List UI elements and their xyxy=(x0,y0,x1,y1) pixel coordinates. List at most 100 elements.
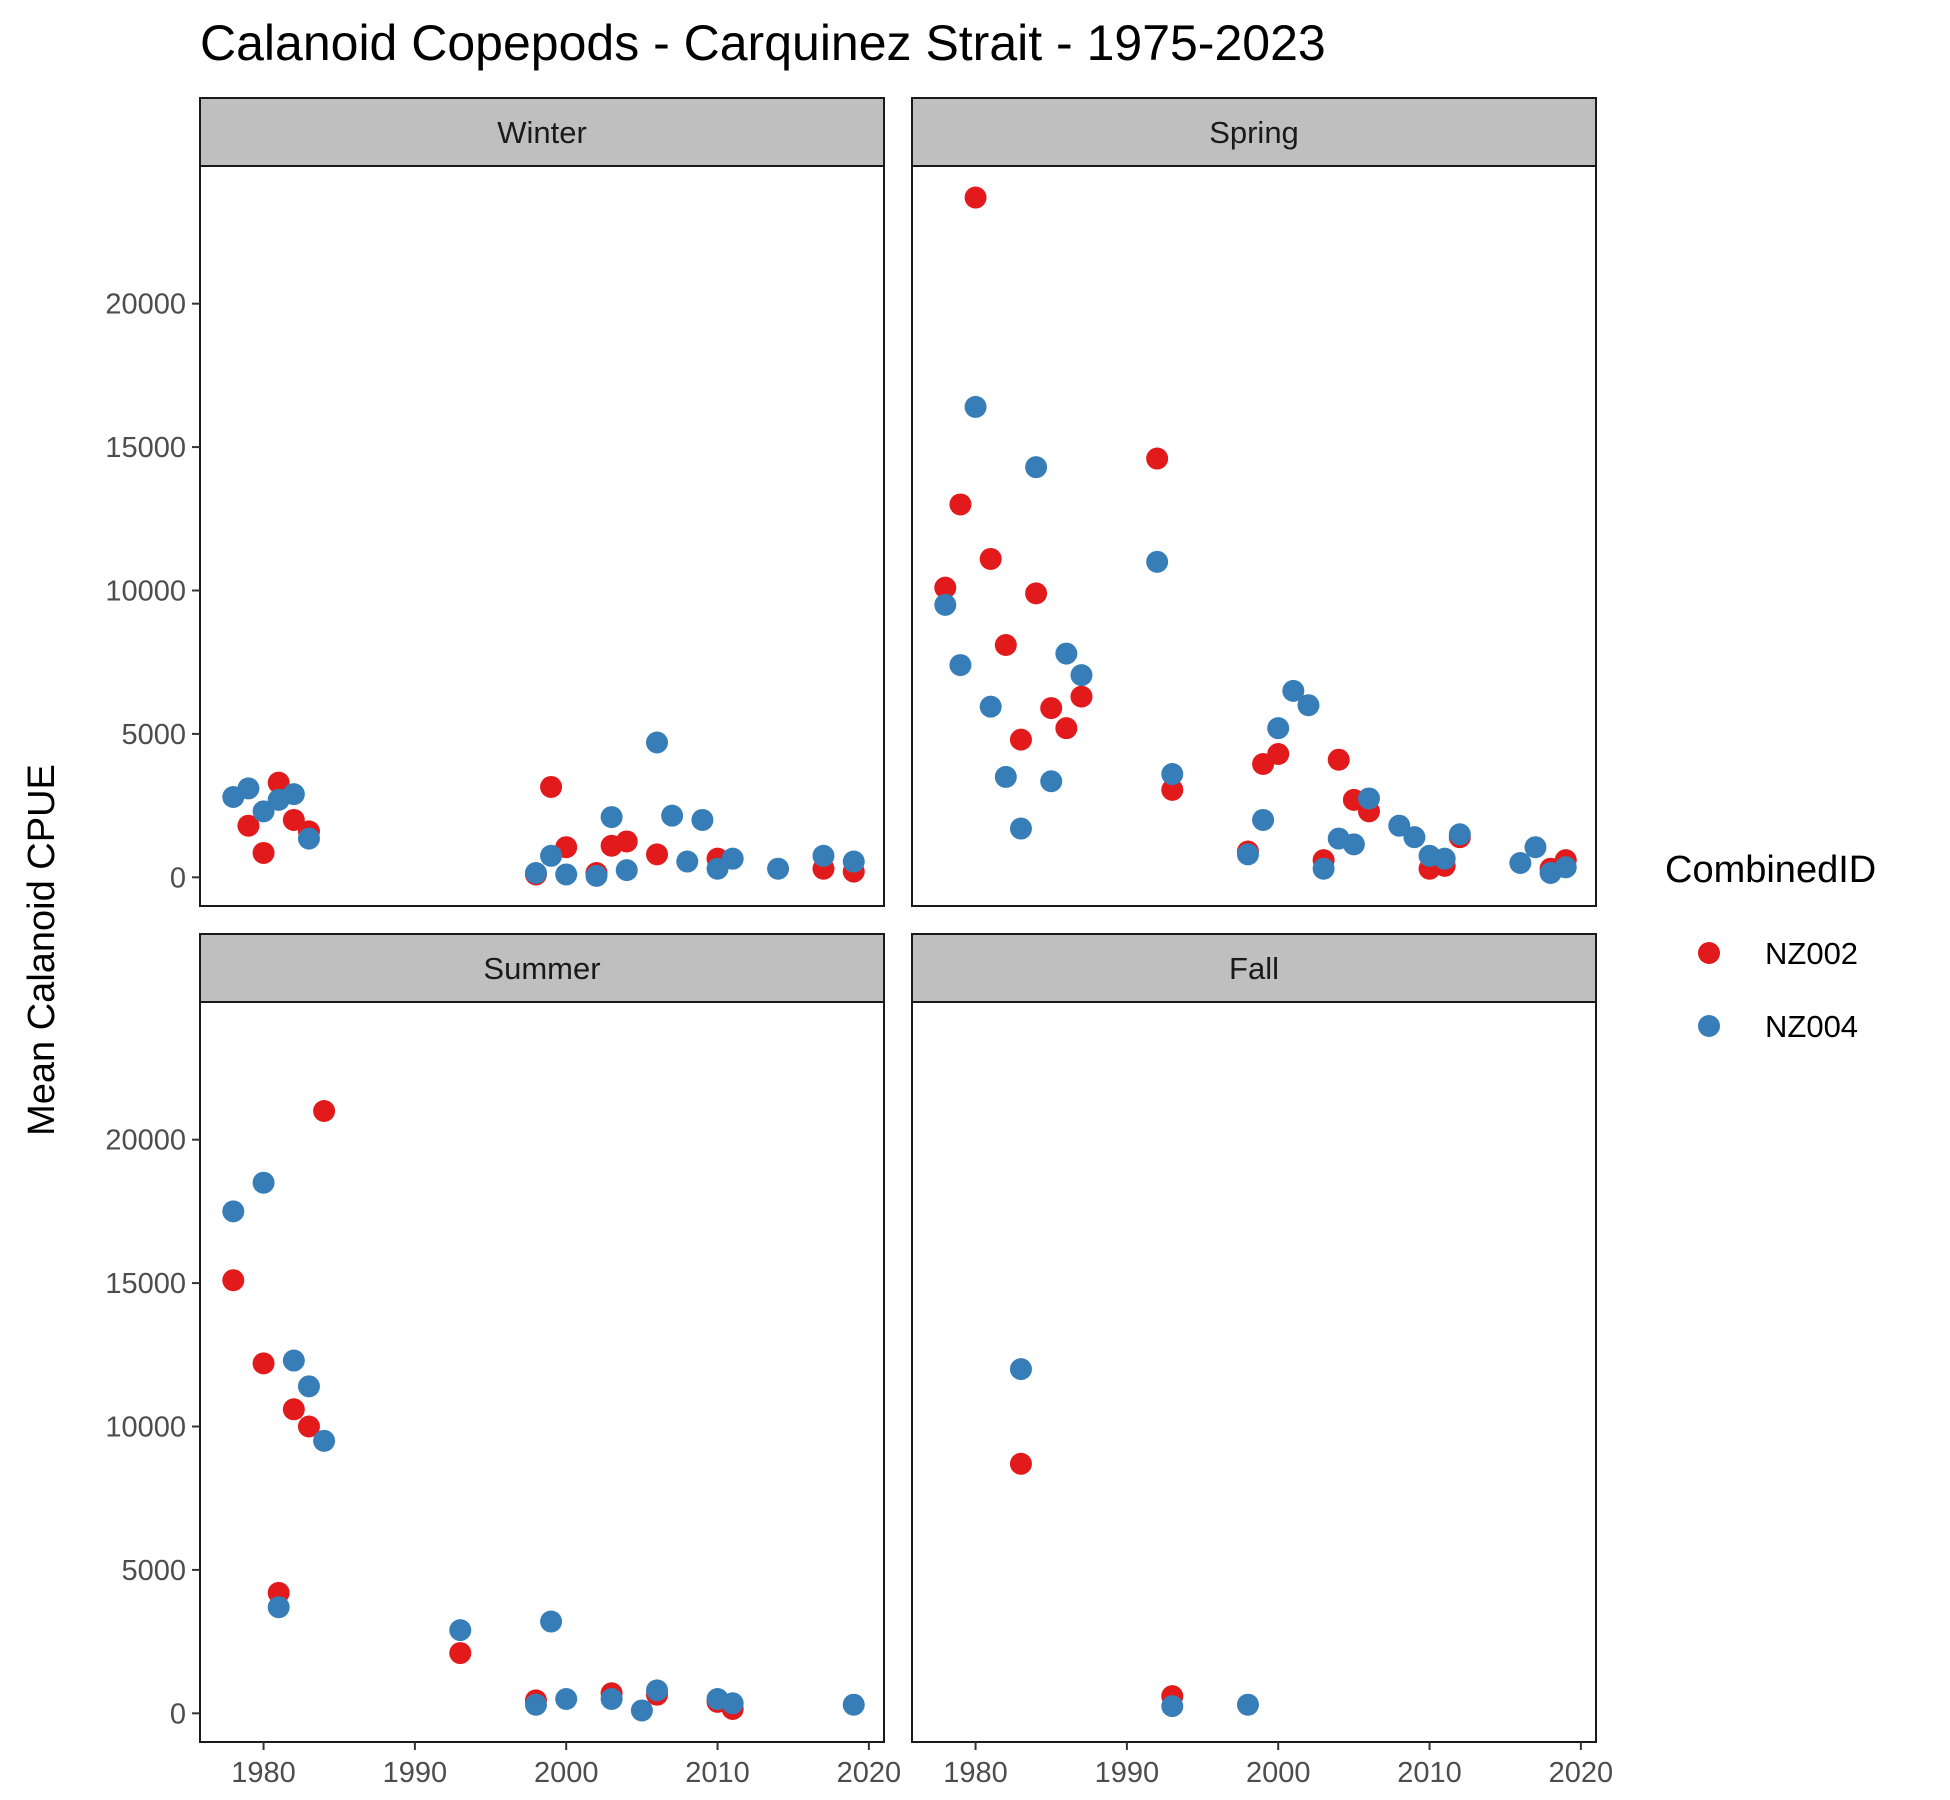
point-NZ004-winter-1982 xyxy=(282,783,305,806)
point-NZ002-spring-1984 xyxy=(1025,582,1048,605)
point-NZ004-summer-2019 xyxy=(842,1693,865,1716)
point-NZ004-winter-1998 xyxy=(524,862,547,885)
point-NZ004-spring-1982 xyxy=(994,765,1017,788)
x-tick-label-summer-2010: 2010 xyxy=(685,1757,750,1789)
point-NZ004-winter-2003 xyxy=(600,806,623,829)
x-tick-label-summer-1990: 1990 xyxy=(383,1757,448,1789)
point-NZ002-spring-1992 xyxy=(1146,447,1169,470)
point-NZ004-summer-1980 xyxy=(252,1171,275,1194)
point-NZ002-spring-1982 xyxy=(994,633,1017,656)
point-NZ004-spring-1987 xyxy=(1070,664,1093,687)
point-NZ002-spring-1993 xyxy=(1161,778,1184,801)
point-NZ004-winter-1999 xyxy=(540,844,563,867)
chart-title: Calanoid Copepods - Carquinez Strait - 1… xyxy=(200,15,1326,71)
point-NZ004-spring-2012 xyxy=(1448,823,1471,846)
point-NZ002-spring-2000 xyxy=(1267,742,1290,765)
point-NZ004-fall-1998 xyxy=(1236,1693,1259,1716)
point-NZ002-winter-1979 xyxy=(237,814,260,837)
y-tick-label-summer-0: 0 xyxy=(170,1698,186,1730)
point-NZ004-spring-2016 xyxy=(1509,851,1532,874)
point-NZ002-winter-1982 xyxy=(282,808,305,831)
point-NZ004-summer-1993 xyxy=(449,1619,472,1642)
point-NZ004-winter-1983 xyxy=(297,827,320,850)
plot-area-winter xyxy=(199,165,885,907)
legend-label-NZ002: NZ002 xyxy=(1765,936,1858,971)
point-NZ002-winter-2004 xyxy=(615,830,638,853)
series-NZ004-winter xyxy=(222,731,865,887)
point-NZ004-winter-2002 xyxy=(585,864,608,887)
point-NZ004-winter-2017 xyxy=(812,844,835,867)
panel-winter: Winter 0 5000 10000 15000 20000 xyxy=(105,97,885,907)
point-NZ002-summer-1983 xyxy=(297,1415,320,1438)
plot-area-fall xyxy=(911,1001,1597,1743)
y-tick-label-summer-20000: 20000 xyxy=(105,1125,186,1157)
facet-panels: Winter 0 5000 10000 15000 20000 Spring Summer 0 5… xyxy=(105,97,1613,1789)
point-NZ002-summer-1982 xyxy=(282,1398,305,1421)
point-NZ004-summer-2011 xyxy=(721,1692,744,1715)
point-NZ004-spring-1978 xyxy=(934,593,957,616)
legend-key-NZ002 xyxy=(1698,942,1720,964)
point-NZ002-winter-1981 xyxy=(267,771,290,794)
y-tick-label-summer-15000: 15000 xyxy=(105,1268,186,1300)
point-NZ004-spring-2001 xyxy=(1282,679,1305,702)
strip-label-spring: Spring xyxy=(1209,115,1299,150)
x-tick-label-fall-1990: 1990 xyxy=(1095,1757,1160,1789)
point-NZ004-summer-2006 xyxy=(646,1679,669,1702)
y-tick-label-winter-10000: 10000 xyxy=(105,575,186,607)
point-NZ004-winter-2014 xyxy=(767,857,790,880)
point-NZ004-winter-1980 xyxy=(252,800,275,823)
point-NZ002-spring-1978 xyxy=(934,576,957,599)
point-NZ004-spring-1993 xyxy=(1161,763,1184,786)
strip-label-fall: Fall xyxy=(1229,951,1279,986)
y-axis-title: Mean Calanoid CPUE xyxy=(21,764,63,1136)
point-NZ004-winter-2006 xyxy=(646,731,669,754)
panel-fall: Fall 1980 1990 2000 2010 2020 xyxy=(911,933,1613,1789)
y-tick-label-summer-10000: 10000 xyxy=(105,1411,186,1443)
point-NZ004-spring-2002 xyxy=(1297,694,1320,717)
point-NZ004-winter-2008 xyxy=(676,850,699,873)
point-NZ004-summer-1982 xyxy=(282,1349,305,1372)
y-tick-label-winter-20000: 20000 xyxy=(105,289,186,321)
point-NZ004-summer-1978 xyxy=(222,1200,245,1223)
strip-fall xyxy=(911,933,1597,1003)
point-NZ004-spring-2005 xyxy=(1342,833,1365,856)
point-NZ004-summer-1999 xyxy=(540,1610,563,1633)
strip-label-winter: Winter xyxy=(497,115,587,150)
point-NZ004-spring-2006 xyxy=(1358,787,1381,810)
point-NZ004-summer-2005 xyxy=(630,1699,653,1722)
point-NZ002-winter-1999 xyxy=(540,775,563,798)
point-NZ002-winter-2006 xyxy=(646,843,669,866)
point-NZ004-spring-1984 xyxy=(1025,456,1048,479)
point-NZ004-spring-2008 xyxy=(1388,814,1411,837)
point-NZ004-winter-2019 xyxy=(842,850,865,873)
point-NZ004-summer-2000 xyxy=(555,1687,578,1710)
legend-key-NZ004 xyxy=(1698,1015,1720,1037)
point-NZ004-spring-1985 xyxy=(1040,770,1063,793)
point-NZ002-spring-1987 xyxy=(1070,685,1093,708)
point-NZ004-winter-2000 xyxy=(555,863,578,886)
point-NZ002-fall-1983 xyxy=(1009,1452,1032,1475)
point-NZ004-spring-2003 xyxy=(1312,857,1335,880)
y-tick-label-summer-5000: 5000 xyxy=(121,1555,186,1587)
x-tick-label-summer-1980: 1980 xyxy=(231,1757,296,1789)
point-NZ002-spring-1980 xyxy=(964,186,987,209)
point-NZ004-spring-2009 xyxy=(1403,826,1426,849)
point-NZ002-summer-1978 xyxy=(222,1269,245,1292)
point-NZ002-spring-1986 xyxy=(1055,717,1078,740)
point-NZ002-spring-1985 xyxy=(1040,697,1063,720)
point-NZ004-spring-2011 xyxy=(1433,847,1456,870)
point-NZ004-spring-1998 xyxy=(1236,843,1259,866)
x-tick-label-summer-2000: 2000 xyxy=(534,1757,599,1789)
strip-label-summer: Summer xyxy=(483,951,600,986)
point-NZ004-winter-2007 xyxy=(661,804,684,827)
point-NZ004-summer-2003 xyxy=(600,1687,623,1710)
point-NZ004-spring-2017 xyxy=(1524,836,1547,859)
legend-label-NZ004: NZ004 xyxy=(1765,1009,1858,1044)
panel-spring: Spring xyxy=(911,97,1597,907)
point-NZ002-spring-1981 xyxy=(979,547,1002,570)
point-NZ002-summer-1993 xyxy=(449,1642,472,1665)
point-NZ004-winter-1979 xyxy=(237,777,260,800)
